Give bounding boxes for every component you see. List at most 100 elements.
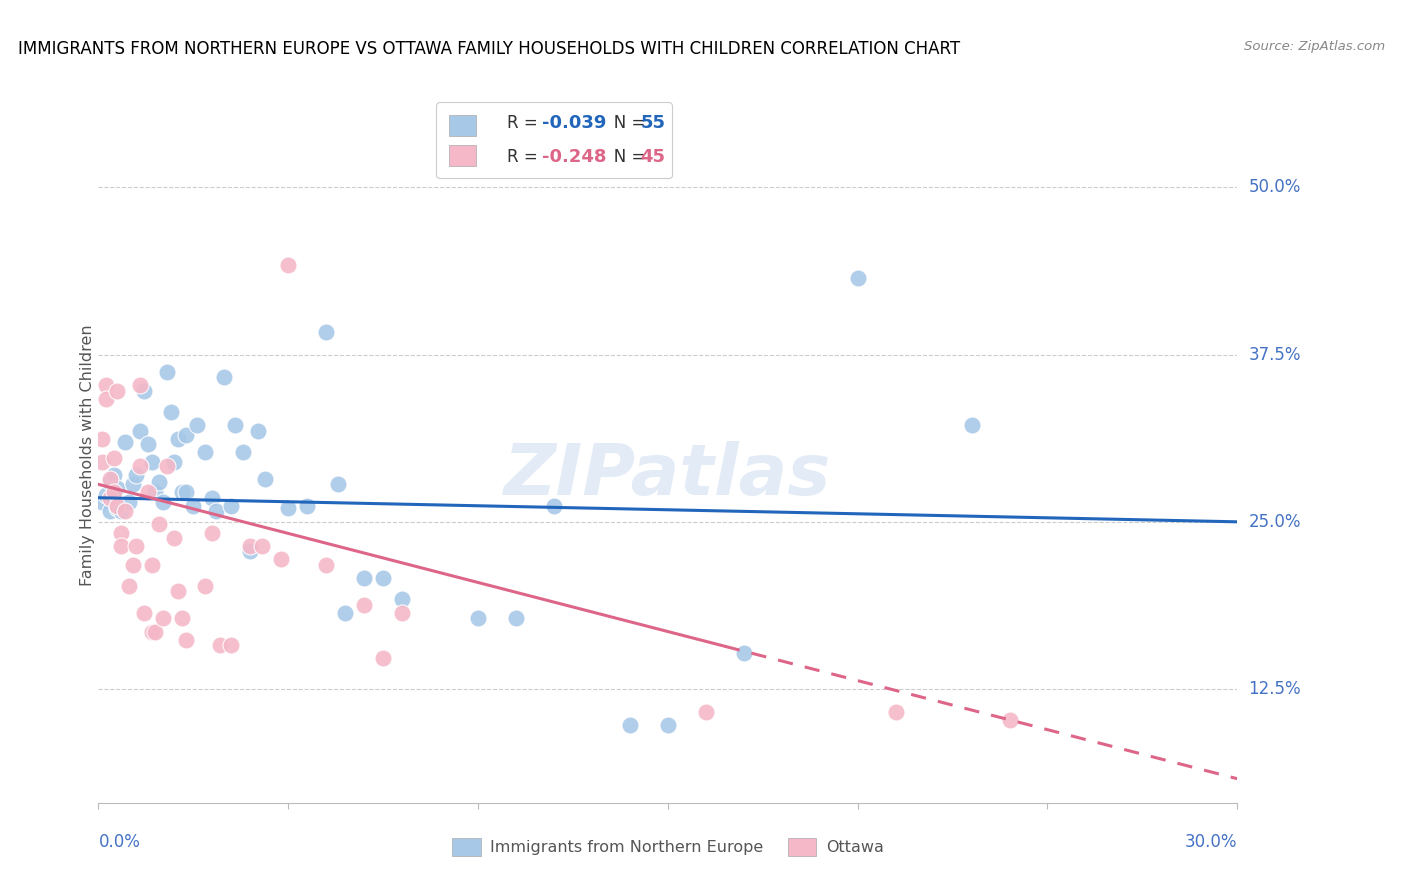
Point [98,504,121,518]
Point [183,499,205,513]
Text: ZIPatlas: ZIPatlas [505,442,831,510]
Point [98,491,121,505]
Text: 12.5%: 12.5% [1249,680,1301,698]
Point [94,378,117,392]
Point [174,485,197,500]
Text: N =: N = [598,148,651,166]
Point [353,571,375,585]
Point [467,611,489,625]
Point [125,468,148,483]
Point [371,571,394,585]
Point [152,494,174,508]
Point [129,424,152,438]
Point [170,485,193,500]
Point [132,606,155,620]
Point [141,455,163,469]
Point [118,494,141,508]
Point [107,384,129,398]
Point [94,488,117,502]
Point [960,418,983,433]
Point [110,504,132,518]
Point [657,718,679,732]
Point [145,624,167,639]
Point [270,552,292,566]
Point [103,491,125,505]
Point [121,558,143,572]
Point [94,392,117,406]
Point [136,437,159,451]
Point [148,475,170,489]
Text: Source: ZipAtlas.com: Source: ZipAtlas.com [1244,40,1385,54]
Text: R =: R = [506,114,543,132]
Point [239,539,262,553]
Point [167,432,190,446]
Point [91,432,114,446]
Text: IMMIGRANTS FROM NORTHERN EUROPE VS OTTAWA FAMILY HOUSEHOLDS WITH CHILDREN CORREL: IMMIGRANTS FROM NORTHERN EUROPE VS OTTAW… [18,40,960,58]
Point [163,531,186,545]
Point [221,499,243,513]
Text: 25.0%: 25.0% [1249,513,1301,531]
Point [277,258,299,272]
Point [201,525,224,540]
Legend: Immigrants from Northern Europe, Ottawa: Immigrants from Northern Europe, Ottawa [444,830,891,864]
Point [277,501,299,516]
Text: 55: 55 [640,114,665,132]
Point [141,558,163,572]
Point [125,539,148,553]
Point [246,424,269,438]
Point [232,445,254,459]
Point [148,517,170,532]
Point [132,384,155,398]
Point [212,370,235,384]
Point [98,475,121,489]
Point [110,539,132,553]
Point [201,491,224,505]
Point [114,504,136,518]
Point [998,713,1021,727]
Point [543,499,565,513]
Point [129,378,152,392]
Text: 37.5%: 37.5% [1249,345,1301,364]
Point [315,558,337,572]
Point [315,325,337,339]
Point [107,482,129,496]
Point [254,472,277,486]
Point [695,705,717,719]
Point [174,428,197,442]
Point [145,485,167,500]
Point [121,477,143,491]
Point [205,504,228,518]
Point [297,499,319,513]
Point [167,584,190,599]
Point [250,539,273,553]
Point [118,579,141,593]
Point [163,455,186,469]
Text: R =: R = [506,148,543,166]
Point [884,705,907,719]
Point [619,718,641,732]
Point [224,418,246,433]
Point [114,434,136,449]
Point [371,651,394,665]
Point [326,477,349,491]
Text: 50.0%: 50.0% [1249,178,1301,196]
Point [353,598,375,612]
Text: -0.248: -0.248 [541,148,606,166]
Point [103,450,125,465]
Point [107,499,129,513]
Text: 0.0%: 0.0% [98,833,141,851]
Text: 30.0%: 30.0% [1185,833,1237,851]
Point [194,579,217,593]
Point [103,485,125,500]
Y-axis label: Family Households with Children: Family Households with Children [80,324,94,586]
Point [141,624,163,639]
Text: 45: 45 [640,148,665,166]
Point [239,544,262,558]
Point [159,405,181,419]
Point [194,445,217,459]
Point [98,472,121,486]
Point [156,365,179,379]
Point [846,271,869,285]
Point [91,494,114,508]
Point [391,592,413,607]
